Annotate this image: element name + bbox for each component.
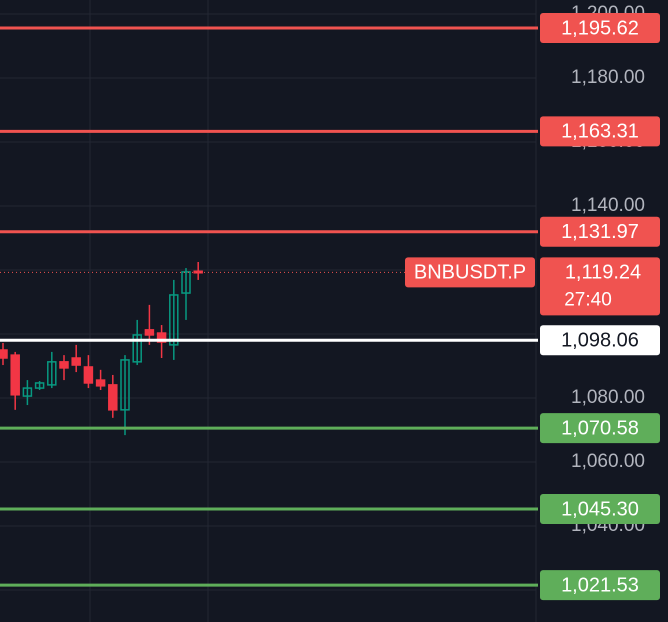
last-price-label: 1,119.24: [565, 262, 641, 284]
level-label-box: [540, 116, 660, 147]
candle-body: [144, 329, 155, 336]
candle-body: [95, 379, 106, 387]
countdown-label: 27:40: [564, 289, 612, 310]
level-label: 1,163.31: [561, 121, 639, 143]
candle-body: [83, 366, 94, 384]
candle-body: [10, 354, 20, 396]
candle-body: [0, 349, 8, 359]
level-label: 1,098.06: [561, 329, 639, 351]
symbol-box: [405, 257, 535, 288]
y-tick-label: 1,080.00: [571, 387, 645, 408]
level-label: 1,045.30: [561, 498, 639, 520]
y-tick-label: 1,180.00: [571, 67, 645, 88]
candle-body: [59, 361, 69, 369]
candle-body: [169, 294, 179, 346]
candle-body: [108, 384, 118, 411]
level-label: 1,131.97: [561, 221, 639, 243]
last-price-box: [540, 257, 660, 316]
candle-body: [22, 387, 33, 397]
level-label-box: [540, 570, 660, 601]
level-label-box: [540, 13, 660, 44]
level-label: 1,021.53: [561, 574, 639, 596]
candle-body: [193, 270, 203, 274]
level-label-box: [540, 494, 660, 525]
y-tick-label: 1,140.00: [571, 195, 645, 216]
level-label-box: [540, 216, 660, 247]
candle-body: [34, 382, 45, 389]
candle-body: [120, 359, 130, 411]
candle-body: [132, 334, 142, 363]
candles: [0, 262, 203, 436]
symbol-label: BNBUSDT.P: [414, 262, 526, 284]
level-label: 1,070.58: [561, 417, 639, 439]
candle-body: [47, 361, 57, 386]
level-label: 1,195.62: [561, 17, 639, 39]
y-tick-label: 1,060.00: [571, 451, 645, 472]
level-label-box: [540, 413, 660, 444]
grid: [0, 13, 536, 591]
candle-body: [181, 271, 191, 294]
candle-body: [71, 357, 81, 366]
level-label-box: [540, 325, 660, 356]
candle-body: [156, 332, 167, 343]
